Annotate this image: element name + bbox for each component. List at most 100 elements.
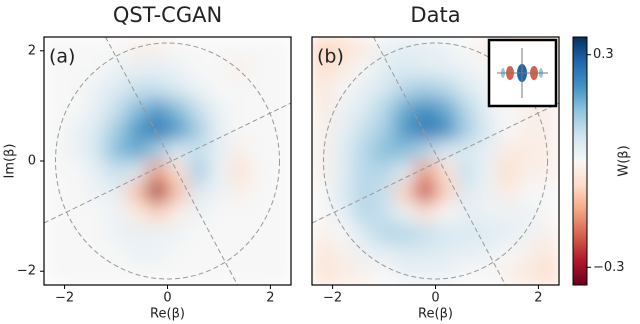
x-tick-label: 2	[534, 291, 542, 306]
heatmap-cell	[167, 119, 189, 141]
heatmap-cell	[126, 37, 148, 59]
heatmap-cell	[188, 78, 210, 100]
heatmap-cell	[188, 223, 210, 245]
heatmap-cell	[373, 181, 395, 203]
heatmap-cell	[353, 78, 375, 100]
heatmap-cell	[64, 181, 86, 203]
heatmap	[44, 37, 291, 285]
heatmap-cell	[85, 223, 107, 245]
heatmap-cell	[44, 181, 66, 203]
heatmap-cell	[270, 181, 291, 203]
heatmap-cell	[270, 202, 291, 224]
heatmap-cell	[456, 202, 478, 224]
heatmap-cell	[373, 243, 395, 265]
heatmap-cell	[64, 161, 86, 183]
heatmap-cells	[312, 37, 559, 285]
heatmap-cell	[44, 57, 66, 79]
heatmap-cell	[208, 264, 230, 285]
heatmap-cell	[146, 57, 169, 79]
heatmap-cell	[353, 202, 375, 224]
heatmap-cell	[414, 119, 437, 141]
heatmap-cell	[229, 264, 251, 285]
heatmap-cell	[126, 161, 148, 183]
heatmap-cell	[538, 223, 559, 245]
heatmap-cell	[85, 181, 107, 203]
heatmap-cell	[126, 243, 148, 265]
heatmap-cell	[332, 223, 354, 245]
heatmap-cell	[270, 223, 291, 245]
heatmap-cell	[44, 202, 66, 224]
heatmap-cell	[208, 161, 230, 183]
heatmap-cell	[332, 264, 354, 285]
heatmap-cell	[64, 140, 86, 162]
heatmap-cell	[249, 37, 272, 59]
heatmap-cell	[105, 161, 127, 183]
heatmap-cell	[249, 140, 272, 162]
heatmap-cell	[414, 99, 437, 121]
heatmap-cell	[188, 264, 210, 285]
heatmap-cell	[208, 223, 230, 245]
heatmap-cell	[373, 119, 395, 141]
heatmap-cell	[64, 223, 86, 245]
heatmap-cell	[312, 243, 334, 265]
heatmap-cell	[85, 202, 107, 224]
heatmap-cell	[126, 119, 148, 141]
heatmap-cell	[229, 99, 251, 121]
heatmap-cell	[85, 140, 107, 162]
heatmap-cell	[126, 99, 148, 121]
heatmap-cell	[85, 119, 107, 141]
heatmap-cell	[229, 119, 251, 141]
heatmap-cell	[146, 181, 169, 203]
guide-line	[312, 102, 559, 224]
heatmap-cell	[332, 243, 354, 265]
heatmap-cell	[249, 78, 272, 100]
y-tick-label: 0	[28, 154, 36, 169]
panel-label: (b)	[317, 46, 344, 68]
heatmap-cell	[126, 223, 148, 245]
heatmap-cell	[270, 264, 291, 285]
heatmap-cell	[435, 99, 457, 121]
heatmap-cell	[394, 99, 416, 121]
heatmap-cell	[167, 161, 189, 183]
heatmap-cell	[188, 202, 210, 224]
heatmap-cell	[64, 119, 86, 141]
heatmap-cell	[167, 243, 189, 265]
heatmap-cell	[497, 119, 519, 141]
heatmap-cell	[435, 202, 457, 224]
heatmap-cell	[435, 119, 457, 141]
heatmap-cell	[312, 140, 334, 162]
x-tick-label: 0	[163, 291, 171, 306]
heatmap-cell	[126, 140, 148, 162]
heatmap-cell	[332, 181, 354, 203]
heatmap-cell	[188, 243, 210, 265]
heatmap-cells	[44, 37, 291, 285]
heatmap-cell	[435, 78, 457, 100]
heatmap-cell	[208, 202, 230, 224]
heatmap-cell	[85, 243, 107, 265]
heatmap-cell	[394, 57, 416, 79]
heatmap-cell	[270, 161, 291, 183]
panel-label: (a)	[49, 46, 75, 68]
heatmap-cell	[414, 37, 437, 59]
heatmap-cell	[456, 264, 478, 285]
heatmap-cell	[188, 99, 210, 121]
heatmap-cell	[167, 99, 189, 121]
heatmap-cell	[394, 181, 416, 203]
colorbar-tick-label: −0.3	[593, 260, 625, 275]
heatmap-cell	[373, 264, 395, 285]
heatmap-cell	[188, 181, 210, 203]
heatmap-cell	[353, 119, 375, 141]
heatmap-cell	[435, 140, 457, 162]
heatmap-cell	[332, 161, 354, 183]
heatmap-cell	[249, 119, 272, 141]
heatmap-cell	[105, 181, 127, 203]
heatmap-cell	[373, 140, 395, 162]
heatmap-cell	[312, 202, 334, 224]
heatmap-cell	[85, 37, 107, 59]
heatmap-cell	[249, 202, 272, 224]
heatmap-cell	[270, 119, 291, 141]
heatmap-cell	[538, 181, 559, 203]
heatmap-cell	[476, 181, 498, 203]
heatmap-cell	[414, 57, 437, 79]
